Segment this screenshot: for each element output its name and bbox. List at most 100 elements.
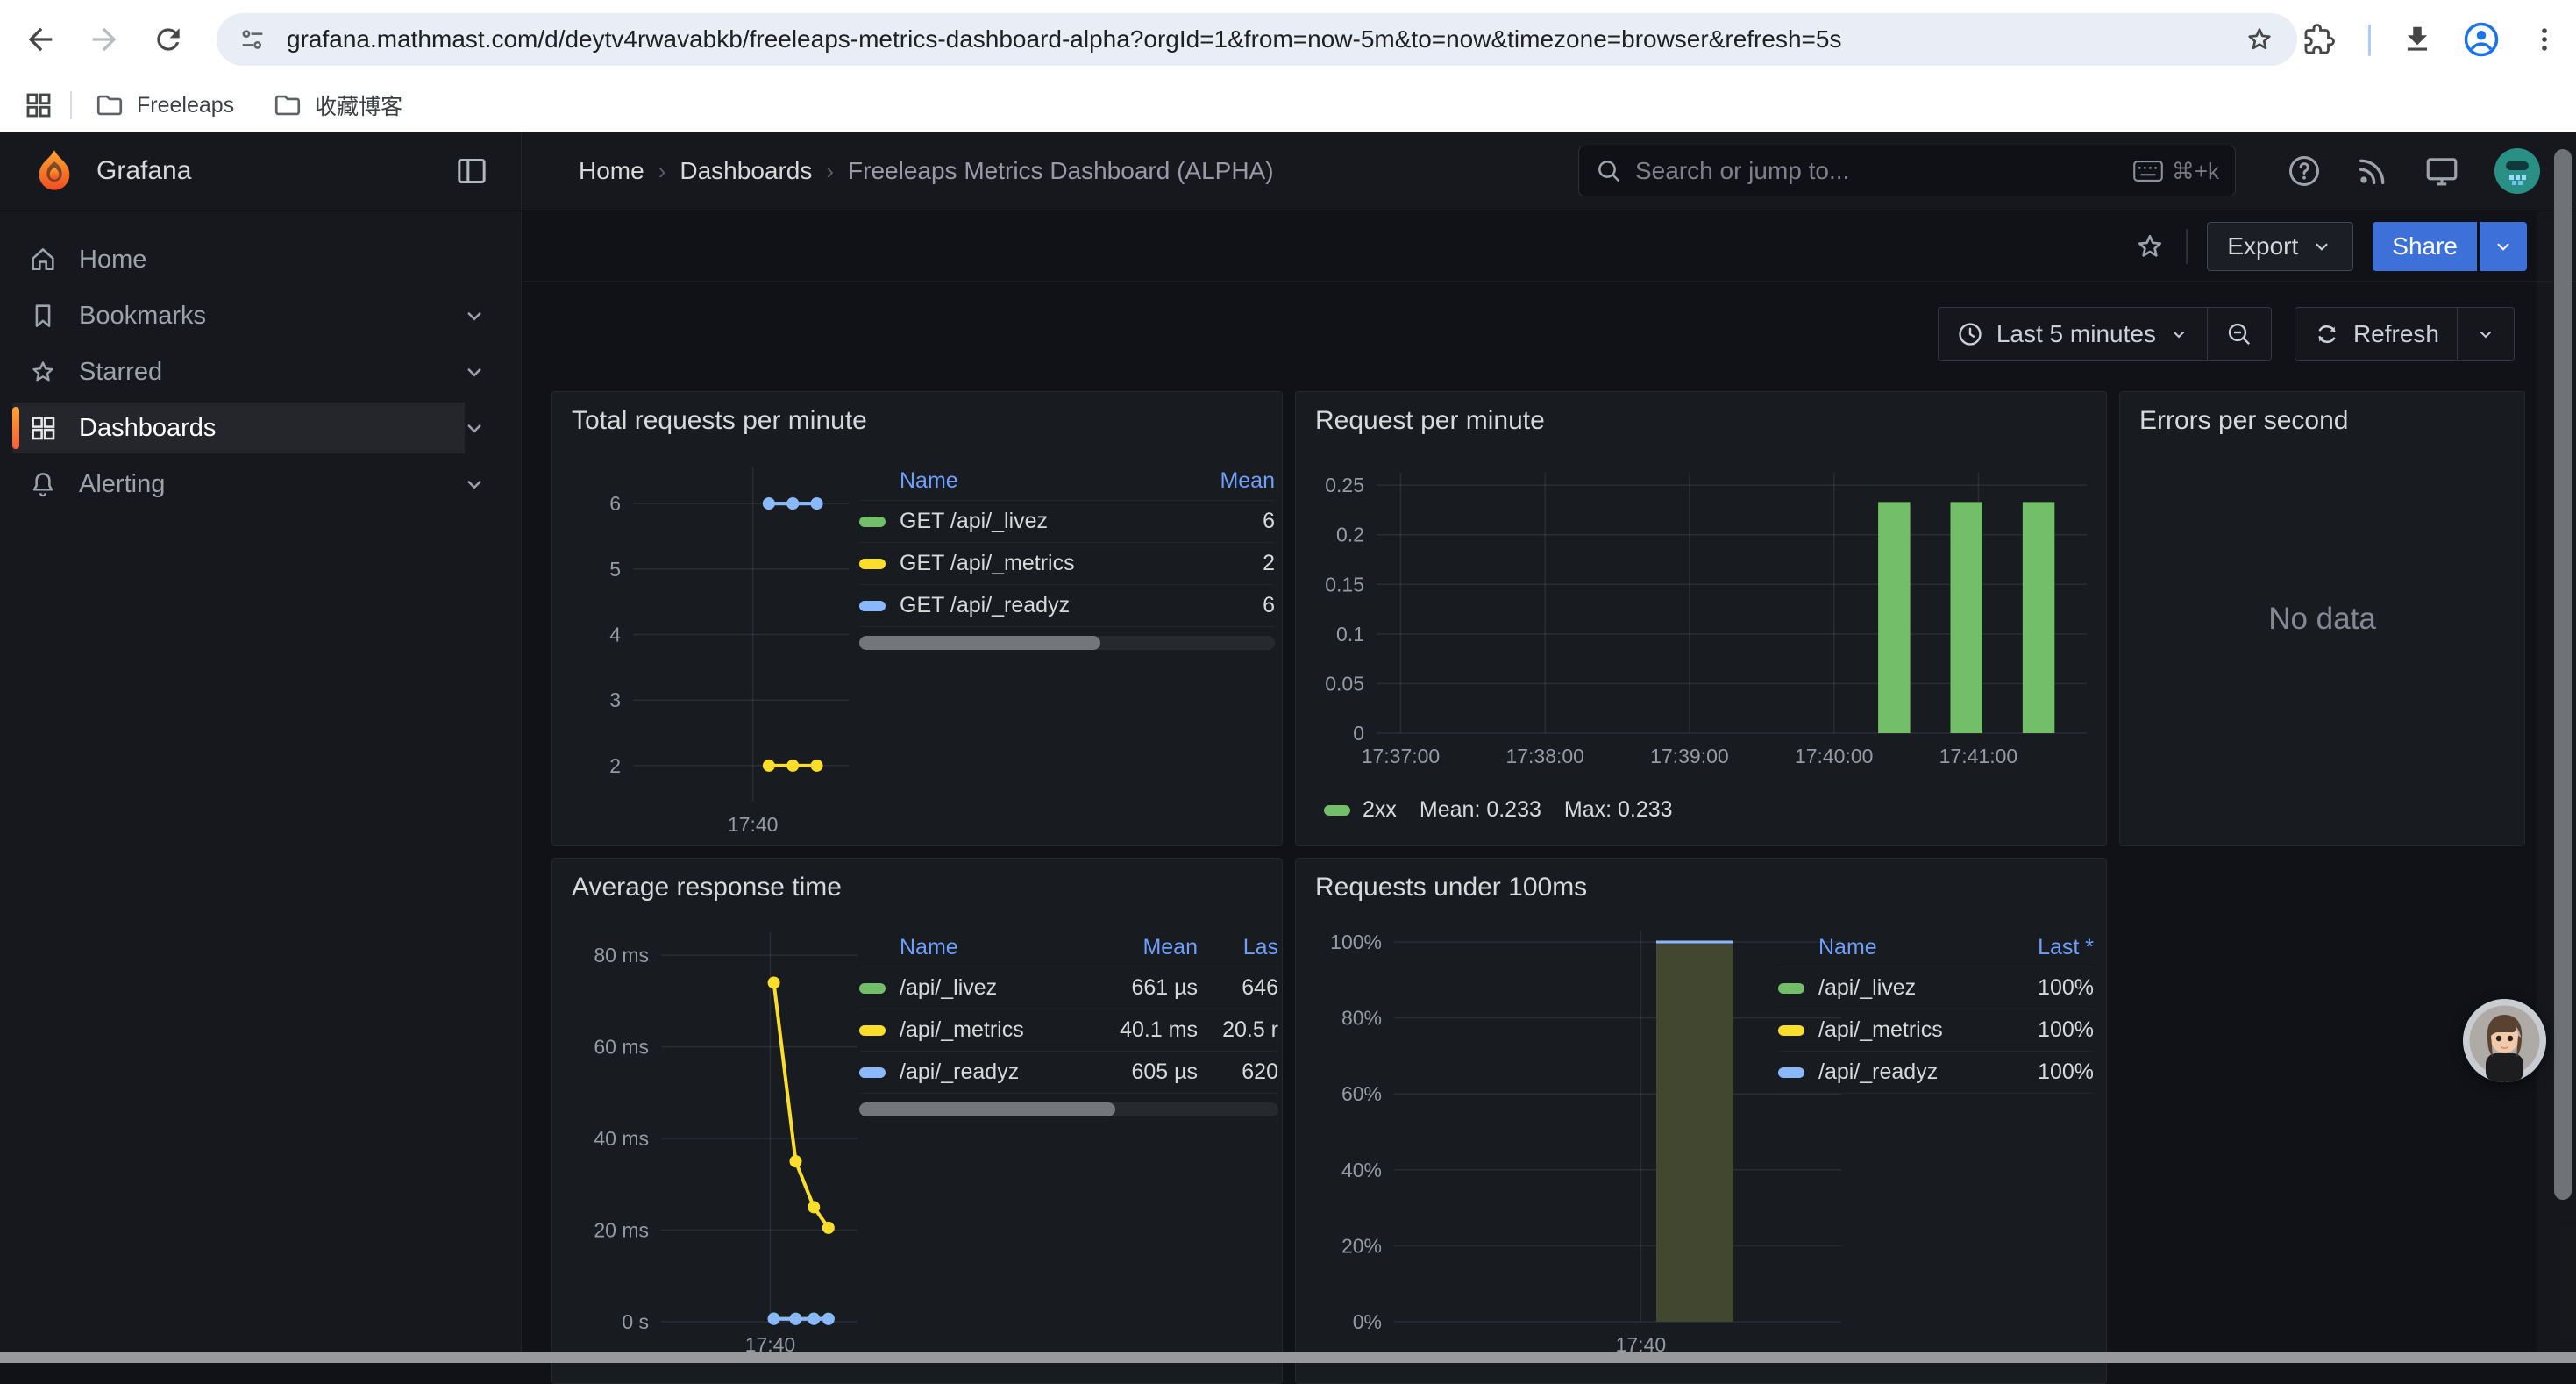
panel-average-response-time[interactable]: Average response time 80 ms60 ms40 ms20 …	[551, 858, 1283, 1384]
sidebar-item-dashboards[interactable]: Dashboards	[12, 403, 505, 453]
browser-reload-button[interactable]	[147, 18, 189, 61]
apps-grid-button[interactable]	[23, 89, 54, 121]
bookmark-folder-blogs[interactable]: 收藏博客	[273, 89, 402, 121]
chevron-down-icon[interactable]	[461, 359, 487, 385]
help-icon[interactable]	[2287, 153, 2322, 189]
export-label: Export	[2227, 232, 2298, 260]
panel-errors-per-second[interactable]: Errors per second No data	[2119, 391, 2525, 846]
browser-extensions-button[interactable]	[2298, 18, 2340, 61]
legend-header-last[interactable]: Las	[1198, 935, 1278, 960]
series-mean: 6	[1143, 509, 1275, 534]
bookmark-star-icon[interactable]	[2243, 23, 2276, 56]
series-name[interactable]: 2xx	[1363, 797, 1397, 823]
legend-row[interactable]: /api/_readyz 100%	[1778, 1052, 2094, 1094]
legend-header-name[interactable]: Name	[1818, 935, 1989, 960]
legend-row[interactable]: /api/_metrics 100%	[1778, 1009, 2094, 1052]
browser-back-button[interactable]	[19, 18, 61, 61]
refresh-interval-dropdown[interactable]	[2458, 308, 2514, 360]
legend-row[interactable]: GET /api/_readyz 6	[859, 585, 1275, 627]
series-name[interactable]: /api/_metrics	[900, 1017, 1066, 1043]
chevron-down-icon[interactable]	[461, 415, 487, 441]
browser-menu-button[interactable]	[2523, 18, 2565, 61]
sidebar-item-starred[interactable]: Starred	[12, 346, 505, 397]
chevron-down-icon[interactable]	[461, 471, 487, 497]
sidebar-item-alerting[interactable]: Alerting	[12, 459, 505, 510]
svg-text:2: 2	[609, 754, 621, 777]
breadcrumb-dashboards[interactable]: Dashboards	[680, 157, 812, 185]
legend-row[interactable]: /api/_metrics 40.1 ms 20.5 r	[859, 1009, 1278, 1052]
svg-text:0.25: 0.25	[1325, 474, 1364, 496]
legend-header-name[interactable]: Name	[900, 935, 1066, 960]
panel-title[interactable]: Total requests per minute	[572, 406, 867, 436]
extensions-puzzle-icon	[2303, 24, 2335, 55]
legend-item-2xx[interactable]: 2xx	[1324, 797, 1397, 823]
panel-request-per-minute[interactable]: Request per minute 0.250.20.150.10.05017…	[1295, 391, 2107, 846]
site-settings-icon[interactable]	[238, 25, 267, 54]
legend-scrollbar-thumb[interactable]	[859, 636, 1100, 650]
breadcrumb-separator: ›	[658, 158, 666, 185]
legend-row[interactable]: /api/_livez 661 µs 646	[859, 967, 1278, 1009]
bookmark-folder-label: 收藏博客	[315, 89, 402, 121]
svg-text:0.15: 0.15	[1325, 573, 1364, 596]
legend-header-name[interactable]: Name	[900, 468, 1143, 494]
breadcrumb-home[interactable]: Home	[579, 157, 644, 185]
search-icon	[1595, 157, 1623, 185]
series-name[interactable]: /api/_readyz	[1818, 1059, 1989, 1085]
panel-title[interactable]: Requests under 100ms	[1315, 873, 1587, 902]
series-name[interactable]: /api/_livez	[1818, 975, 1989, 1001]
series-name[interactable]: GET /api/_readyz	[900, 593, 1143, 618]
legend-row[interactable]: GET /api/_metrics 2	[859, 543, 1275, 585]
grafana-logo-icon[interactable]	[32, 148, 77, 194]
legend-header-last[interactable]: Last *	[1989, 935, 2094, 960]
monitor-icon[interactable]	[2423, 153, 2460, 189]
legend-header-mean[interactable]: Mean	[1066, 935, 1198, 960]
panel-requests-under-100ms[interactable]: Requests under 100ms 100%80%60%40%20%0%1…	[1295, 858, 2107, 1384]
legend-row[interactable]: /api/_readyz 605 µs 620	[859, 1052, 1278, 1094]
legend-row[interactable]: /api/_livez 100%	[1778, 967, 2094, 1009]
url-text[interactable]: grafana.mathmast.com/d/deytv4rwavabkb/fr…	[287, 25, 2243, 54]
time-range-picker[interactable]: Last 5 minutes	[1939, 308, 2207, 360]
refresh-button[interactable]: Refresh	[2295, 308, 2457, 360]
horizontal-scrollbar[interactable]	[0, 1352, 2576, 1363]
series-color-pill	[859, 1025, 886, 1036]
panel-total-requests-per-minute[interactable]: Total requests per minute 6543217:40 Nam…	[551, 391, 1283, 846]
series-name[interactable]: /api/_metrics	[1818, 1017, 1989, 1043]
series-name[interactable]: /api/_livez	[900, 975, 1066, 1001]
search-input[interactable]: Search or jump to... ⌘+k	[1578, 146, 2236, 196]
vertical-scrollbar-thumb[interactable]	[2554, 149, 2572, 1200]
panel-title[interactable]: Request per minute	[1315, 406, 1545, 436]
zoom-out-button[interactable]	[2208, 308, 2271, 360]
series-mean: 605 µs	[1066, 1059, 1198, 1085]
panel-title[interactable]: Average response time	[572, 873, 842, 902]
series-name[interactable]: GET /api/_livez	[900, 509, 1143, 534]
legend-scrollbar-thumb[interactable]	[859, 1102, 1115, 1116]
legend-row[interactable]: GET /api/_livez 6	[859, 501, 1275, 543]
series-name[interactable]: /api/_readyz	[900, 1059, 1066, 1085]
browser-forward-button[interactable]	[83, 18, 125, 61]
series-last: 646	[1198, 975, 1278, 1001]
browser-profile-button[interactable]	[2460, 18, 2502, 61]
share-button[interactable]: Share	[2373, 222, 2477, 271]
share-dropdown-button[interactable]	[2480, 222, 2527, 271]
svg-text:0 s: 0 s	[622, 1310, 649, 1333]
news-rss-icon[interactable]	[2355, 153, 2390, 189]
user-avatar[interactable]	[2494, 147, 2541, 195]
browser-downloads-button[interactable]	[2396, 18, 2438, 61]
legend-header-mean[interactable]: Mean	[1143, 468, 1275, 494]
brand-block: Grafana	[0, 132, 522, 210]
export-button[interactable]: Export	[2207, 222, 2353, 271]
sidebar-toggle-icon[interactable]	[454, 153, 489, 189]
chevron-down-icon[interactable]	[461, 303, 487, 329]
series-name[interactable]: GET /api/_metrics	[900, 551, 1143, 576]
assistant-avatar-widget[interactable]	[2463, 999, 2546, 1082]
sidebar-item-bookmarks[interactable]: Bookmarks	[12, 290, 505, 341]
legend-scrollbar[interactable]	[859, 636, 1275, 650]
legend-scrollbar[interactable]	[859, 1102, 1278, 1116]
svg-text:17:39:00: 17:39:00	[1650, 745, 1729, 767]
svg-text:17:37:00: 17:37:00	[1362, 745, 1441, 767]
favorite-star-icon[interactable]	[2133, 230, 2167, 263]
bookmark-folder-freeleaps[interactable]: Freeleaps	[95, 90, 234, 120]
svg-text:17:40: 17:40	[728, 813, 779, 836]
address-bar[interactable]: grafana.mathmast.com/d/deytv4rwavabkb/fr…	[217, 13, 2297, 66]
sidebar-item-home[interactable]: Home	[12, 234, 505, 285]
